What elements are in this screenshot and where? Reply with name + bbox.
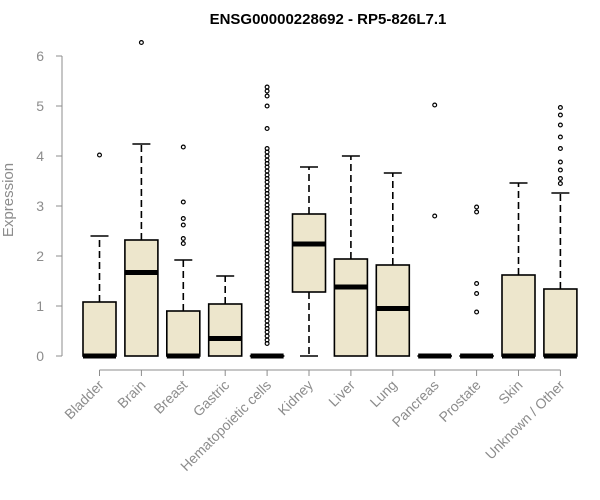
- x-tick-label: Breast: [150, 377, 190, 417]
- iqr-box: [82, 301, 117, 357]
- outlier-point: [264, 168, 270, 174]
- x-tick-label: Pancreas: [389, 377, 442, 430]
- outlier-point: [180, 144, 186, 150]
- outlier-point: [557, 122, 563, 128]
- x-tick-label: Prostate: [436, 377, 484, 425]
- box-bladder: [82, 152, 117, 359]
- box-hematopoietic-cells: [249, 84, 285, 359]
- outlier-point: [557, 112, 563, 118]
- box-brain: [124, 39, 159, 357]
- outlier-point: [264, 146, 270, 152]
- outlier-point: [264, 273, 270, 279]
- outlier-point: [264, 292, 270, 298]
- outlier-point: [432, 213, 438, 219]
- outlier-point: [264, 277, 270, 283]
- outlier-point: [264, 318, 270, 324]
- outlier-point: [474, 209, 480, 215]
- outlier-point: [264, 243, 270, 249]
- outlier-point: [264, 88, 270, 94]
- outlier-point: [264, 172, 270, 178]
- iqr-box: [501, 274, 536, 357]
- y-tick-label: 6: [36, 48, 44, 64]
- outlier-point: [557, 146, 563, 152]
- x-tick-label: Unknown / Other: [482, 377, 568, 463]
- outlier-point: [264, 333, 270, 339]
- outlier-point: [96, 152, 102, 158]
- outlier-point: [474, 204, 480, 210]
- outlier-point: [180, 216, 186, 222]
- outlier-point: [474, 291, 480, 297]
- iqr-box: [333, 258, 369, 357]
- box-liver: [333, 155, 369, 357]
- outlier-point: [264, 307, 270, 313]
- y-tick-label: 3: [36, 198, 44, 214]
- outlier-point: [557, 159, 563, 165]
- outlier-point: [557, 134, 563, 140]
- outlier-point: [557, 104, 563, 110]
- plot-area: [82, 39, 578, 359]
- outlier-point: [474, 281, 480, 287]
- box-lung: [375, 172, 411, 357]
- box-gastric: [207, 275, 243, 357]
- y-axis: 0 1 2 3 4 5 6: [36, 48, 63, 364]
- outlier-point: [264, 198, 270, 204]
- outlier-point: [264, 262, 270, 268]
- y-axis-label: Expression: [0, 163, 17, 237]
- outlier-point: [432, 102, 438, 108]
- x-tick-label: Skin: [495, 377, 526, 408]
- outlier-point: [557, 181, 563, 187]
- outlier-point: [180, 222, 186, 228]
- outlier-point: [264, 217, 270, 223]
- y-tick-label: 1: [36, 298, 44, 314]
- outlier-point: [264, 303, 270, 309]
- outlier-point: [264, 125, 270, 131]
- outlier-point: [264, 258, 270, 264]
- outlier-point: [264, 93, 270, 99]
- box-pancreas: [417, 102, 453, 359]
- outlier-point: [264, 337, 270, 343]
- iqr-box: [124, 239, 159, 357]
- outlier-point: [264, 232, 270, 238]
- outlier-point: [180, 236, 186, 242]
- outlier-point: [264, 157, 270, 163]
- box-kidney: [291, 166, 327, 357]
- box-skin: [501, 182, 536, 359]
- outlier-point: [138, 39, 144, 45]
- x-tick-label: Kidney: [275, 377, 317, 419]
- outlier-point: [264, 288, 270, 294]
- chart-title: ENSG00000228692 - RP5-826L7.1: [210, 11, 447, 28]
- outlier-point: [264, 183, 270, 189]
- iqr-box: [207, 303, 243, 357]
- outlier-point: [474, 309, 480, 315]
- box-breast: [166, 144, 201, 359]
- y-tick-label: 4: [36, 148, 44, 164]
- outlier-point: [264, 84, 270, 90]
- box-unknown-other: [543, 104, 578, 359]
- outlier-point: [557, 176, 563, 182]
- x-tick-label: Brain: [114, 377, 148, 411]
- box-prostate: [459, 204, 494, 359]
- outlier-point: [264, 322, 270, 328]
- outlier-point: [264, 228, 270, 234]
- outlier-point: [180, 241, 186, 247]
- outlier-point: [557, 167, 563, 173]
- x-tick-label: Lung: [367, 377, 400, 410]
- outlier-point: [264, 213, 270, 219]
- outlier-point: [264, 187, 270, 193]
- iqr-box: [543, 288, 578, 357]
- outlier-point: [180, 199, 186, 205]
- iqr-box: [166, 310, 201, 357]
- outlier-point: [264, 247, 270, 253]
- x-tick-label: Liver: [325, 377, 358, 410]
- x-tick-label: Bladder: [61, 377, 107, 423]
- y-tick-label: 2: [36, 248, 44, 264]
- y-tick-label: 5: [36, 98, 44, 114]
- outlier-point: [264, 202, 270, 208]
- iqr-box: [291, 213, 327, 293]
- y-tick-label: 0: [36, 348, 44, 364]
- outlier-point: [264, 103, 270, 109]
- outlier-point: [264, 153, 270, 159]
